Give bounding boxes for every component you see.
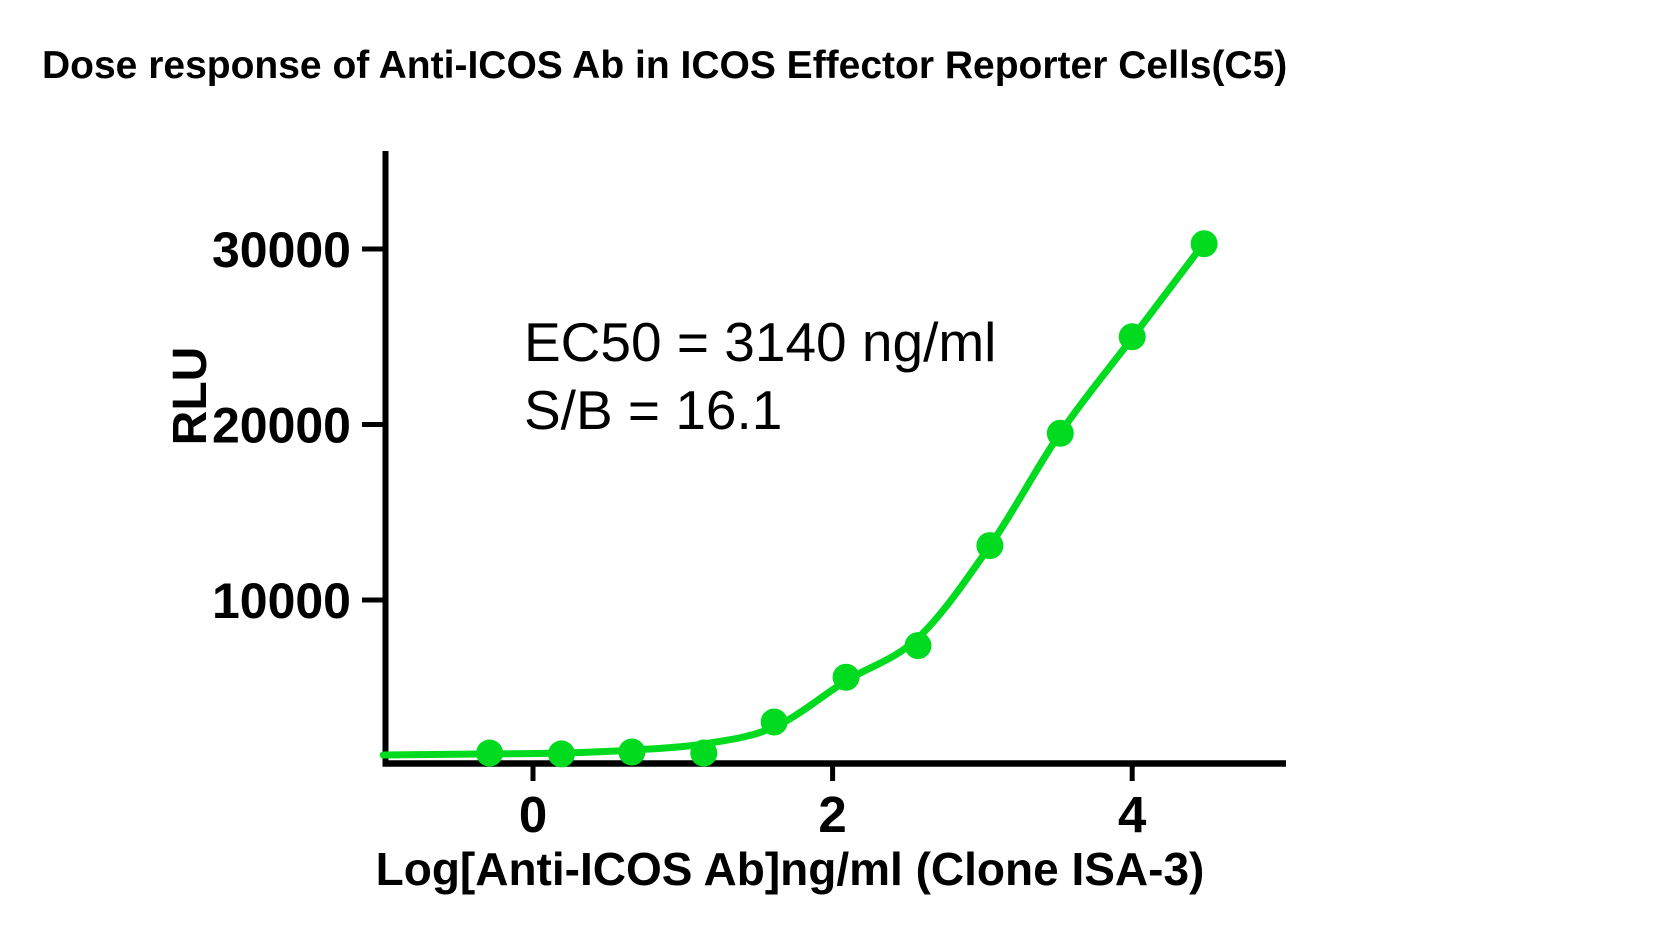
data-points-group <box>476 230 1218 768</box>
data-point <box>904 632 932 660</box>
data-point <box>1190 230 1218 258</box>
data-point <box>618 738 646 766</box>
axes <box>382 151 1286 767</box>
y-axis-ticks: 10000 20000 30000 <box>212 222 383 629</box>
data-point <box>760 708 788 736</box>
y-tick-label: 10000 <box>212 573 351 629</box>
data-point <box>1046 419 1074 447</box>
x-tick-label: 4 <box>1118 786 1147 843</box>
fit-curve-group <box>379 239 1208 759</box>
chart-title: Dose response of Anti-ICOS Ab in ICOS Ef… <box>42 44 1288 87</box>
x-tick-label: 0 <box>519 786 547 843</box>
data-point <box>832 663 860 691</box>
data-point <box>690 739 718 767</box>
fit-curve <box>379 239 1208 759</box>
y-axis-label: RLU <box>164 347 217 446</box>
data-point <box>1118 323 1146 351</box>
ec50-annotation-line: EC50 = 3140 ng/ml <box>524 311 997 373</box>
data-point <box>547 740 575 768</box>
y-tick-label: 20000 <box>212 398 351 454</box>
y-tick-label: 30000 <box>212 222 351 278</box>
data-point <box>976 532 1004 560</box>
x-axis-ticks: 0 2 4 <box>519 766 1147 843</box>
signal-background-annotation-line: S/B = 16.1 <box>524 379 783 441</box>
fit-annotation: EC50 = 3140 ng/ml S/B = 16.1 <box>524 308 996 444</box>
data-point <box>476 739 504 767</box>
x-axis-label: Log[Anti-ICOS Ab]ng/ml (Clone ISA-3) <box>376 843 1205 895</box>
x-tick-label: 2 <box>818 786 846 843</box>
